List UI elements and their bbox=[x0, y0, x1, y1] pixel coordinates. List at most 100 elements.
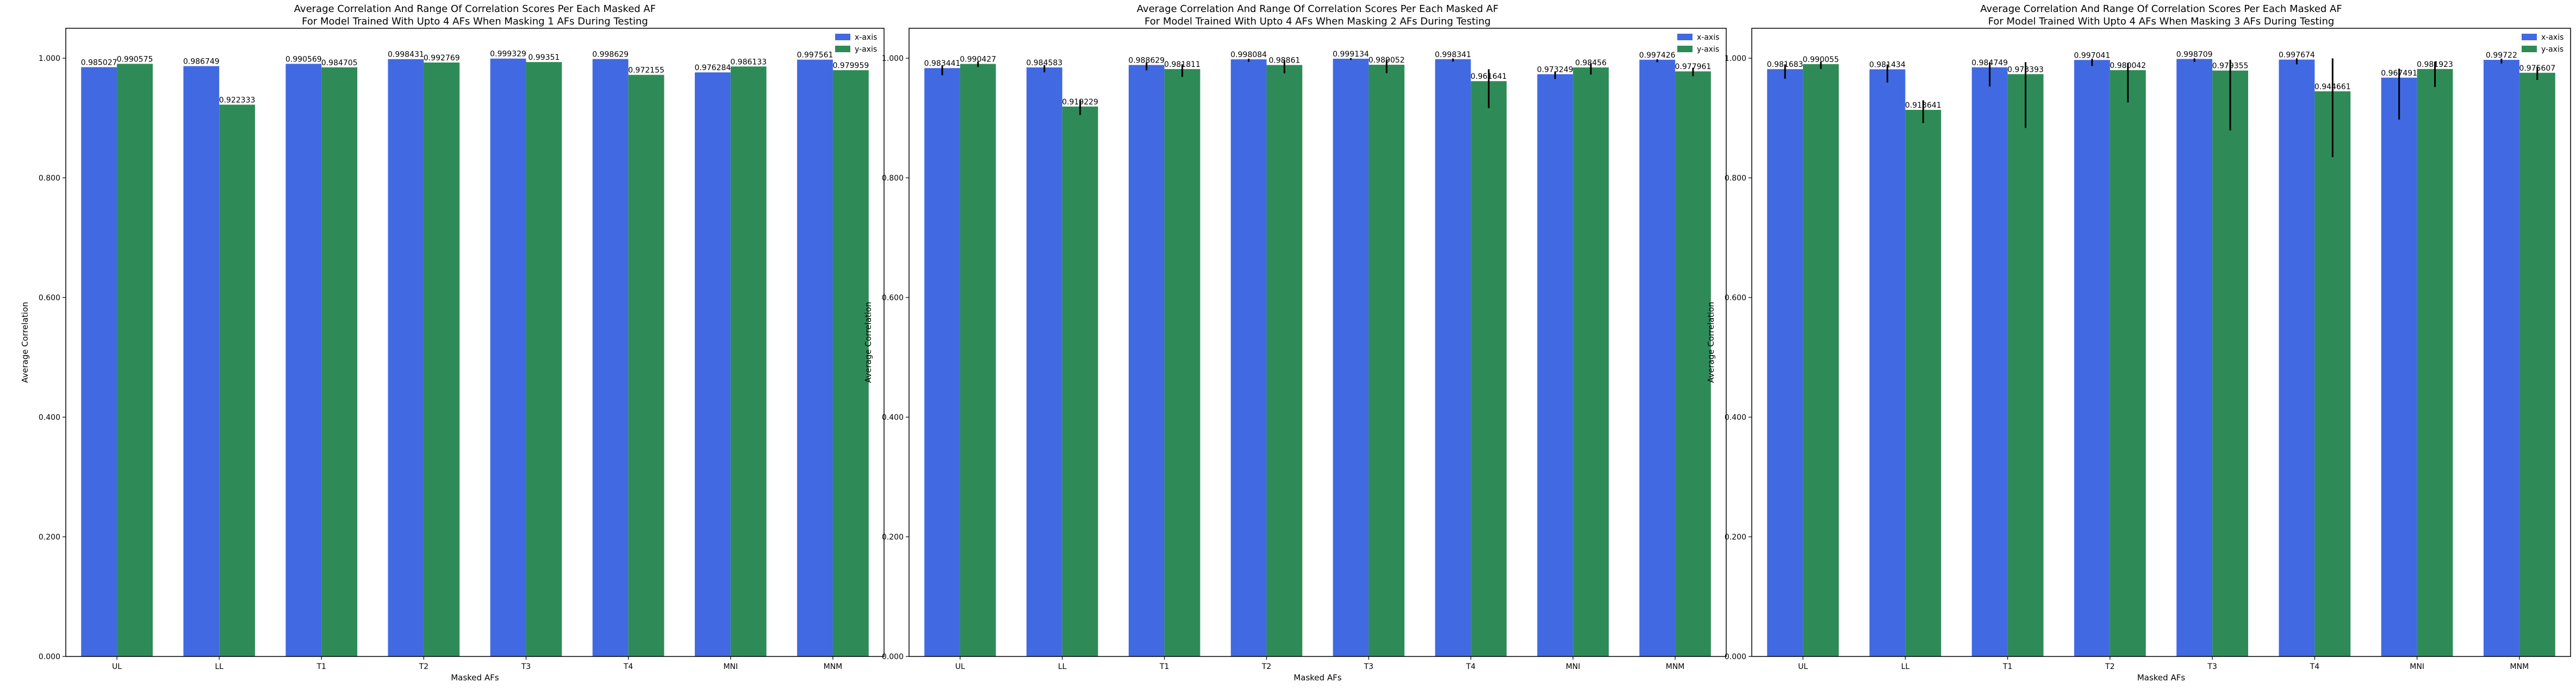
bar-y-axis-T3 bbox=[526, 62, 562, 656]
chart-panel-2: 0.983441 0.984583 0.988629 0.998084 0.999134… bbox=[863, 3, 1727, 683]
data-label: 0.998709 bbox=[2176, 50, 2213, 59]
bar-y-axis-UL bbox=[1803, 64, 1839, 657]
y-axis-label: Average Correlation bbox=[20, 302, 30, 383]
data-label: 0.98456 bbox=[1575, 59, 1607, 67]
data-label: 0.919229 bbox=[1062, 98, 1098, 107]
legend-swatch bbox=[1677, 46, 1693, 52]
bar-y-axis-LL bbox=[1905, 109, 1942, 657]
y-tick-label: 0.000 bbox=[882, 653, 904, 661]
data-label: 0.961641 bbox=[1471, 72, 1507, 81]
data-label: 0.980042 bbox=[2110, 61, 2146, 70]
y-tick-label: 1.000 bbox=[39, 54, 60, 63]
data-label: 0.979959 bbox=[832, 61, 869, 70]
data-label: 0.986133 bbox=[730, 58, 767, 66]
data-label: 0.990055 bbox=[1803, 55, 1839, 64]
data-label: 0.990575 bbox=[117, 55, 153, 64]
bar-x-axis-MNM bbox=[1639, 59, 1676, 656]
bar-x-axis-T2 bbox=[388, 59, 424, 656]
chart-title: Average Correlation And Range Of Correla… bbox=[294, 3, 656, 15]
legend-swatch bbox=[835, 34, 850, 40]
bar-x-axis-UL bbox=[1767, 69, 1803, 657]
legend-swatch bbox=[2522, 46, 2537, 52]
data-label: 0.979355 bbox=[2212, 62, 2249, 71]
x-tick-label: UL bbox=[955, 662, 965, 671]
bar-y-axis-T4 bbox=[1471, 81, 1507, 656]
data-label: 0.972155 bbox=[628, 66, 664, 75]
x-tick-label: T2 bbox=[2105, 662, 2114, 671]
x-tick-label: LL bbox=[1901, 662, 1910, 671]
bar-x-axis-UL bbox=[81, 67, 117, 656]
bar-y-axis-T2 bbox=[2110, 70, 2146, 656]
legend-label: x-axis bbox=[1697, 33, 1719, 42]
x-axis-label: Masked AFs bbox=[451, 673, 499, 683]
bar-y-axis-UL bbox=[117, 64, 153, 656]
legend-swatch bbox=[1677, 34, 1693, 40]
data-label: 0.981811 bbox=[1164, 60, 1200, 69]
x-tick-label: T2 bbox=[419, 662, 428, 671]
bar-x-axis-MNM bbox=[797, 59, 833, 657]
data-label: 0.997674 bbox=[2279, 51, 2315, 60]
data-label: 0.977961 bbox=[1675, 63, 1712, 71]
data-label: 0.998629 bbox=[592, 51, 629, 59]
bar-y-axis-T4 bbox=[2314, 91, 2351, 656]
bar-y-axis-T2 bbox=[1266, 65, 1303, 656]
x-axis-label: Masked AFs bbox=[2137, 673, 2186, 683]
bar-y-axis-MNM bbox=[832, 70, 869, 656]
bar-x-axis-T2 bbox=[1230, 59, 1267, 657]
bar-y-axis-T4 bbox=[628, 75, 664, 656]
y-tick-label: 0.800 bbox=[1725, 174, 1746, 183]
data-label: 0.998084 bbox=[1230, 51, 1267, 59]
y-axis-label: Average Correlation bbox=[863, 302, 873, 383]
y-tick-label: 0.400 bbox=[1725, 413, 1746, 422]
bar-x-axis-T3 bbox=[2176, 59, 2213, 657]
data-label: 0.981683 bbox=[1767, 60, 1803, 69]
y-tick-label: 0.200 bbox=[1725, 533, 1746, 542]
chart-title: Average Correlation And Range Of Correla… bbox=[1980, 3, 2342, 15]
data-label: 0.990569 bbox=[285, 55, 322, 64]
bar-x-axis-MNI bbox=[1537, 74, 1573, 656]
x-tick-label: MNI bbox=[723, 662, 738, 671]
data-label: 0.975607 bbox=[2519, 64, 2555, 73]
data-label: 0.973249 bbox=[1537, 65, 1573, 74]
data-label: 0.922333 bbox=[219, 96, 256, 104]
bar-x-axis-T4 bbox=[592, 59, 629, 657]
x-tick-label: T1 bbox=[1159, 662, 1169, 671]
y-tick-label: 0.000 bbox=[39, 653, 60, 661]
legend: x-axis y-axis bbox=[1677, 33, 1719, 54]
legend-label: y-axis bbox=[2541, 45, 2563, 54]
plot-frame bbox=[65, 28, 885, 657]
chart-subtitle: For Model Trained With Upto 4 AFs When M… bbox=[1988, 16, 2335, 27]
x-tick-label: T2 bbox=[1261, 662, 1271, 671]
y-tick-label: 0.600 bbox=[1725, 294, 1746, 302]
data-label: 0.986749 bbox=[183, 58, 220, 66]
bar-x-axis-T3 bbox=[1333, 58, 1369, 656]
bar-x-axis-LL bbox=[183, 66, 220, 657]
bar-x-axis-T1 bbox=[1128, 65, 1165, 657]
legend-label: y-axis bbox=[855, 45, 877, 54]
legend: x-axis y-axis bbox=[2522, 33, 2563, 54]
y-tick-label: 0.200 bbox=[882, 533, 904, 542]
data-label: 0.976284 bbox=[694, 64, 731, 72]
x-tick-label: LL bbox=[215, 662, 223, 671]
y-tick-label: 0.800 bbox=[882, 174, 904, 183]
x-tick-label: LL bbox=[1058, 662, 1067, 671]
data-label: 0.983441 bbox=[924, 59, 961, 68]
bar-x-axis-T1 bbox=[285, 64, 322, 656]
y-tick-label: 1.000 bbox=[1725, 54, 1746, 63]
bar-y-axis-LL bbox=[1062, 106, 1098, 657]
legend-swatch bbox=[835, 46, 850, 52]
bar-y-axis-MNM bbox=[2519, 72, 2555, 657]
bar-y-axis-MNM bbox=[1675, 71, 1711, 656]
data-label: 0.990427 bbox=[960, 55, 996, 64]
data-label: 0.981923 bbox=[2417, 60, 2453, 69]
y-axis-label: Average Correlation bbox=[1706, 302, 1716, 383]
y-tick-label: 0.200 bbox=[39, 533, 60, 542]
data-label: 0.992769 bbox=[424, 54, 460, 63]
x-tick-label: T4 bbox=[1466, 662, 1476, 671]
x-tick-label: MNM bbox=[824, 662, 843, 671]
x-tick-label: T1 bbox=[2002, 662, 2012, 671]
bar-x-axis-LL bbox=[1026, 67, 1062, 656]
bar-y-axis-T1 bbox=[2007, 74, 2044, 656]
